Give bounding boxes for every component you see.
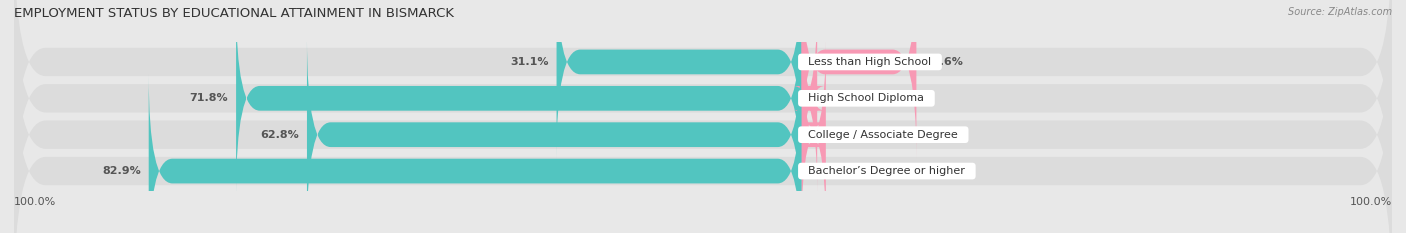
Text: 100.0%: 100.0% bbox=[14, 196, 56, 206]
Text: 3.1%: 3.1% bbox=[834, 130, 865, 140]
FancyBboxPatch shape bbox=[236, 2, 801, 195]
Text: 100.0%: 100.0% bbox=[1350, 196, 1392, 206]
FancyBboxPatch shape bbox=[14, 0, 1392, 193]
FancyBboxPatch shape bbox=[14, 40, 1392, 233]
FancyBboxPatch shape bbox=[14, 0, 1392, 230]
FancyBboxPatch shape bbox=[149, 74, 801, 233]
Text: Bachelor’s Degree or higher: Bachelor’s Degree or higher bbox=[801, 166, 973, 176]
Text: 14.6%: 14.6% bbox=[924, 57, 963, 67]
Text: 31.1%: 31.1% bbox=[510, 57, 548, 67]
FancyBboxPatch shape bbox=[14, 3, 1392, 233]
FancyBboxPatch shape bbox=[801, 38, 825, 231]
FancyBboxPatch shape bbox=[557, 0, 801, 159]
Text: Less than High School: Less than High School bbox=[801, 57, 939, 67]
Text: 71.8%: 71.8% bbox=[190, 93, 228, 103]
Text: 0.0%: 0.0% bbox=[810, 166, 839, 176]
Text: 62.8%: 62.8% bbox=[260, 130, 299, 140]
FancyBboxPatch shape bbox=[801, 0, 917, 159]
Text: College / Associate Degree: College / Associate Degree bbox=[801, 130, 965, 140]
Text: EMPLOYMENT STATUS BY EDUCATIONAL ATTAINMENT IN BISMARCK: EMPLOYMENT STATUS BY EDUCATIONAL ATTAINM… bbox=[14, 7, 454, 20]
Text: 2.0%: 2.0% bbox=[825, 93, 856, 103]
Text: High School Diploma: High School Diploma bbox=[801, 93, 931, 103]
Text: Source: ZipAtlas.com: Source: ZipAtlas.com bbox=[1288, 7, 1392, 17]
FancyBboxPatch shape bbox=[793, 2, 825, 195]
Text: 82.9%: 82.9% bbox=[103, 166, 141, 176]
FancyBboxPatch shape bbox=[307, 38, 801, 231]
